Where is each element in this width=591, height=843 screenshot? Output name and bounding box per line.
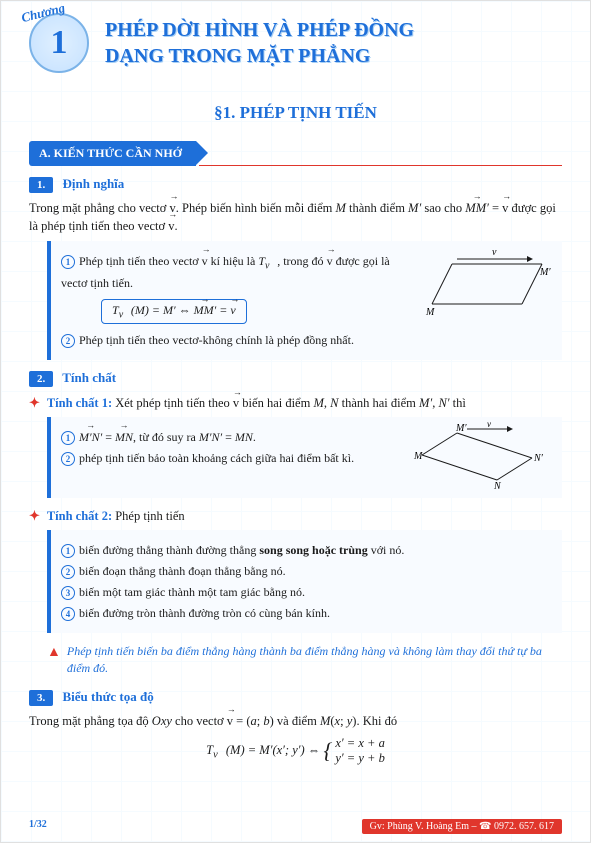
formula-box: Tv⃗(M) = M′ ⇔ MM′ = v	[101, 299, 247, 324]
definition-box: 1Phép tịnh tiến theo vectơ v kí hiệu là …	[47, 241, 562, 360]
warning-note: ▲ Phép tịnh tiến biến ba điểm thẳng hàng…	[47, 643, 562, 677]
prop2-item-4: 4biến đường tròn thành đường tròn có cùn…	[61, 604, 552, 622]
chapter-header: Chương 1 PHÉP DỜI HÌNH VÀ PHÉP ĐỒNG DẠNG…	[29, 13, 562, 73]
sub2-num: 2.	[29, 371, 53, 387]
prop2-item-2: 2biến đoạn thẳng thành đoạn thẳng bằng n…	[61, 562, 552, 580]
svg-text:v⃗: v⃗	[492, 247, 504, 258]
ribbon-a: A. KIẾN THỨC CẦN NHỚ	[29, 141, 196, 166]
prop2-item-3: 3biến một tam giác thành một tam giác bằ…	[61, 583, 552, 601]
svg-text:M′: M′	[455, 423, 467, 434]
ribbon-underline	[199, 165, 562, 166]
chapter-title-line1: PHÉP DỜI HÌNH VÀ PHÉP ĐỒNG	[105, 17, 414, 43]
property-1-box: 1M′N′ = MN, từ đó suy ra M′N′ = MN. 2phé…	[47, 417, 562, 498]
prop2-item-1: 1biến đường thẳng thành đường thẳng song…	[61, 541, 552, 559]
svg-text:M: M	[425, 307, 435, 318]
coord-formula: Tv⃗(M) = M′(x′; y′) ⇔ { x′ = x + a y′ = …	[29, 736, 562, 766]
svg-text:v⃗: v⃗	[487, 419, 498, 429]
property-2-box: 1biến đường thẳng thành đường thẳng song…	[47, 530, 562, 633]
chapter-title-line2: DẠNG TRONG MẶT PHẲNG	[105, 43, 414, 69]
page: Chương 1 PHÉP DỜI HÌNH VÀ PHÉP ĐỒNG DẠNG…	[0, 0, 591, 843]
sub1-title: Định nghĩa	[63, 176, 125, 191]
sub3-title: Biểu thức tọa độ	[63, 689, 154, 704]
svg-text:N: N	[493, 481, 502, 492]
section-num: §1.	[214, 103, 235, 122]
subheading-2: 2. Tính chất	[29, 370, 562, 387]
prop1-item-2: 2phép tịnh tiến bảo toàn khoảng cách giữ…	[61, 449, 398, 467]
property-2-head: ✦ Tính chất 2: Phép tịnh tiến	[29, 508, 562, 524]
subheading-3: 3. Biểu thức tọa độ	[29, 689, 562, 706]
chapter-title: PHÉP DỜI HÌNH VÀ PHÉP ĐỒNG DẠNG TRONG MẶ…	[105, 17, 414, 69]
page-number: 1/32	[29, 819, 47, 834]
svg-text:M′: M′	[539, 267, 551, 278]
warning-icon: ▲	[47, 643, 61, 677]
def-item-1: 1Phép tịnh tiến theo vectơ v kí hiệu là …	[61, 252, 408, 291]
definition-text: Trong mặt phẳng cho vectơ v. Phép biến h…	[29, 199, 562, 235]
sub1-num: 1.	[29, 177, 53, 193]
section-title: §1. PHÉP TỊNH TIẾN	[29, 103, 562, 123]
coord-text: Trong mặt phẳng tọa độ Oxy cho vectơ v =…	[29, 712, 562, 730]
svg-text:M: M	[413, 451, 423, 462]
ribbon-row: A. KIẾN THỨC CẦN NHỚ	[29, 141, 562, 176]
diamond-icon: ✦	[29, 395, 40, 410]
footer-credit: Gv: Phùng V. Hoàng Em – ☎ 0972. 657. 617	[362, 819, 562, 834]
def-item-2: 2Phép tịnh tiến theo vectơ-không chính l…	[61, 331, 408, 349]
section-name: PHÉP TỊNH TIẾN	[240, 103, 377, 122]
sub2-title: Tính chất	[62, 370, 116, 385]
chapter-badge: Chương 1	[29, 13, 89, 73]
prop1-item-1: 1M′N′ = MN, từ đó suy ra M′N′ = MN.	[61, 428, 398, 446]
svg-text:N′: N′	[533, 453, 544, 464]
diamond-icon: ✦	[29, 508, 40, 523]
diagram-2: v⃗ M M′ N N′	[412, 425, 552, 490]
property-1-head: ✦ Tính chất 1: Xét phép tịnh tiến theo v…	[29, 395, 562, 411]
page-footer: 1/32 Gv: Phùng V. Hoàng Em – ☎ 0972. 657…	[29, 819, 562, 834]
sub3-num: 3.	[29, 690, 53, 706]
diagram-1: v⃗ M M′	[422, 249, 552, 319]
